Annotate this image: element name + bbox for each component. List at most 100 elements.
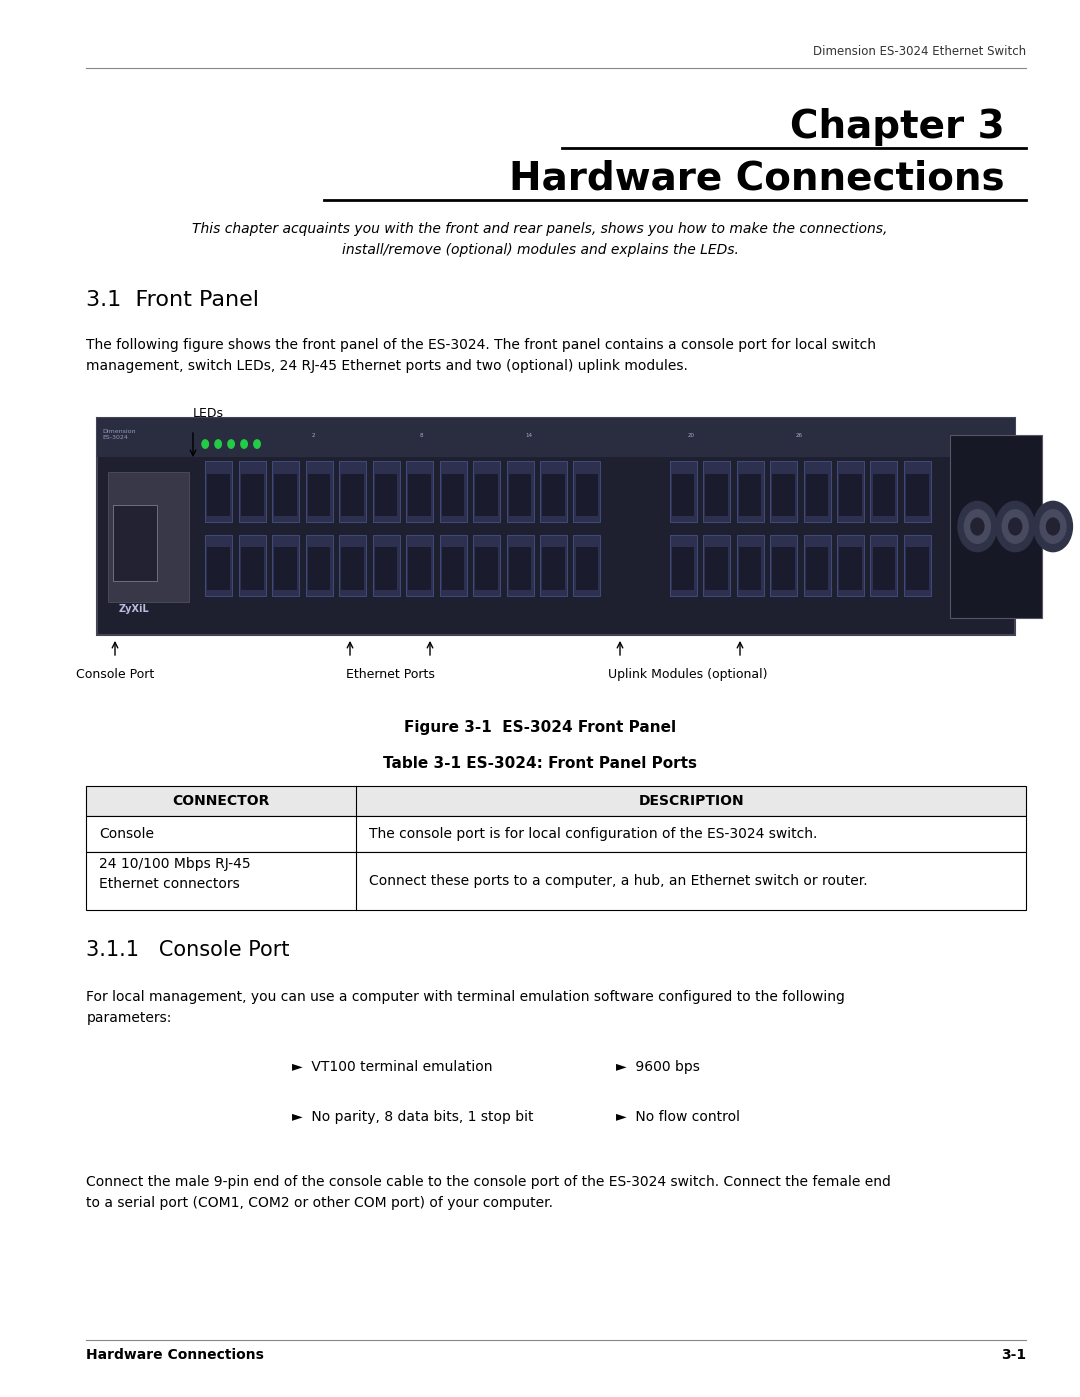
Bar xyxy=(573,535,600,597)
Bar xyxy=(86,852,1026,909)
Bar xyxy=(772,474,795,515)
Bar xyxy=(97,418,1015,457)
Bar xyxy=(408,548,431,590)
Text: 2: 2 xyxy=(311,433,315,437)
Bar xyxy=(507,535,534,597)
Circle shape xyxy=(1047,518,1059,535)
Text: Chapter 3: Chapter 3 xyxy=(789,108,1004,147)
Bar xyxy=(308,548,330,590)
Bar xyxy=(473,535,500,597)
Text: 20: 20 xyxy=(688,433,694,437)
Bar xyxy=(837,535,864,597)
Bar xyxy=(542,474,565,515)
Bar xyxy=(540,461,567,522)
Bar xyxy=(670,535,697,597)
Bar xyxy=(339,535,366,597)
Bar xyxy=(509,474,531,515)
Bar xyxy=(772,548,795,590)
Bar xyxy=(406,461,433,522)
Bar xyxy=(509,548,531,590)
Text: Uplink Modules (optional): Uplink Modules (optional) xyxy=(608,668,768,680)
Bar xyxy=(475,474,498,515)
Bar xyxy=(703,461,730,522)
Bar xyxy=(806,474,828,515)
Text: ►  No flow control: ► No flow control xyxy=(616,1111,740,1125)
Bar xyxy=(804,535,831,597)
Bar xyxy=(904,461,931,522)
Bar xyxy=(306,535,333,597)
Text: 26: 26 xyxy=(796,433,802,437)
Bar xyxy=(804,461,831,522)
Bar xyxy=(272,535,299,597)
Bar xyxy=(540,535,567,597)
Bar xyxy=(274,474,297,515)
Text: Ethernet Ports: Ethernet Ports xyxy=(346,668,434,680)
Bar xyxy=(739,474,761,515)
Bar xyxy=(207,548,230,590)
Circle shape xyxy=(996,502,1035,552)
Bar xyxy=(770,461,797,522)
Bar xyxy=(703,535,730,597)
Text: Console: Console xyxy=(99,827,154,841)
Bar xyxy=(375,548,397,590)
Bar xyxy=(274,548,297,590)
Bar xyxy=(272,461,299,522)
Circle shape xyxy=(241,440,247,448)
Bar xyxy=(373,461,400,522)
Text: 24 10/100 Mbps RJ-45
Ethernet connectors: 24 10/100 Mbps RJ-45 Ethernet connectors xyxy=(99,858,251,891)
Text: The following figure shows the front panel of the ES-3024. The front panel conta: The following figure shows the front pan… xyxy=(86,338,876,373)
Bar xyxy=(341,474,364,515)
Bar xyxy=(239,461,266,522)
Circle shape xyxy=(964,510,990,543)
Text: This chapter acquaints you with the front and rear panels, shows you how to make: This chapter acquaints you with the fron… xyxy=(192,222,888,257)
Text: Connect the male 9-pin end of the console cable to the console port of the ES-30: Connect the male 9-pin end of the consol… xyxy=(86,1175,891,1210)
Bar xyxy=(873,474,895,515)
Bar xyxy=(373,535,400,597)
Bar xyxy=(97,418,1015,636)
Bar xyxy=(950,436,1042,617)
Text: ►  VT100 terminal emulation: ► VT100 terminal emulation xyxy=(292,1060,492,1074)
Bar xyxy=(705,548,728,590)
Text: 3.1  Front Panel: 3.1 Front Panel xyxy=(86,291,259,310)
Bar xyxy=(576,474,598,515)
Circle shape xyxy=(202,440,208,448)
Bar xyxy=(205,535,232,597)
Text: 3-1: 3-1 xyxy=(1001,1348,1026,1362)
Bar xyxy=(108,472,189,602)
Text: Hardware Connections: Hardware Connections xyxy=(509,161,1004,198)
Circle shape xyxy=(958,502,997,552)
Bar xyxy=(873,548,895,590)
Bar xyxy=(837,461,864,522)
Circle shape xyxy=(215,440,221,448)
Bar xyxy=(86,816,1026,852)
Text: ZyXiL: ZyXiL xyxy=(119,604,149,613)
Bar xyxy=(870,461,897,522)
Bar xyxy=(839,474,862,515)
Bar xyxy=(576,548,598,590)
Bar xyxy=(839,548,862,590)
Bar xyxy=(308,474,330,515)
Bar xyxy=(542,548,565,590)
Bar xyxy=(737,535,764,597)
Bar xyxy=(207,474,230,515)
Circle shape xyxy=(1002,510,1028,543)
Text: DESCRIPTION: DESCRIPTION xyxy=(638,793,744,807)
Bar xyxy=(507,461,534,522)
Text: ►  9600 bps: ► 9600 bps xyxy=(616,1060,700,1074)
Text: Connect these ports to a computer, a hub, an Ethernet switch or router.: Connect these ports to a computer, a hub… xyxy=(369,875,868,888)
Text: LEDs: LEDs xyxy=(193,407,224,420)
Bar xyxy=(86,787,1026,816)
Bar xyxy=(241,474,264,515)
Bar xyxy=(904,535,931,597)
Text: Console Port: Console Port xyxy=(76,668,154,680)
Text: ►  No parity, 8 data bits, 1 stop bit: ► No parity, 8 data bits, 1 stop bit xyxy=(292,1111,534,1125)
Bar xyxy=(737,461,764,522)
Bar xyxy=(806,548,828,590)
Bar xyxy=(408,474,431,515)
Circle shape xyxy=(1034,502,1072,552)
Text: Figure 3-1  ES-3024 Front Panel: Figure 3-1 ES-3024 Front Panel xyxy=(404,719,676,735)
Circle shape xyxy=(1009,518,1022,535)
Text: 3.1.1   Console Port: 3.1.1 Console Port xyxy=(86,940,289,960)
Bar xyxy=(705,474,728,515)
Bar xyxy=(205,461,232,522)
